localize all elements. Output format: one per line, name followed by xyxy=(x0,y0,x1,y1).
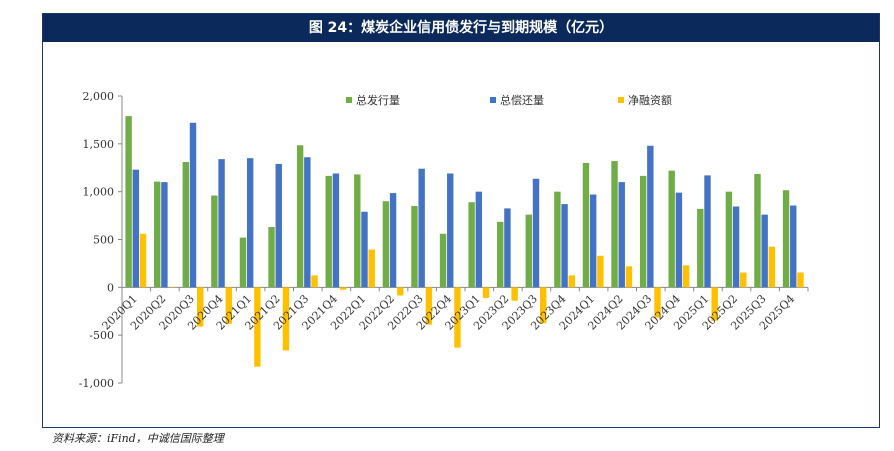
bar-总偿还量-2020Q1 xyxy=(132,169,140,288)
bar-总发行量-2023Q2 xyxy=(497,221,504,288)
bar-净融资额-2025Q3 xyxy=(768,246,776,288)
bar-净融资额-2024Q1 xyxy=(597,255,604,288)
bar-总偿还量-2024Q4 xyxy=(675,192,683,288)
y-tick-label: 0 xyxy=(107,281,114,294)
y-tick-label: -500 xyxy=(89,329,114,342)
bar-总发行量-2021Q4 xyxy=(325,175,332,288)
bar-净融资额-2021Q1 xyxy=(254,287,261,367)
chart-frame: 图 24：煤炭企业信用债发行与到期规模（亿元） xyxy=(42,13,880,428)
bar-总发行量-2023Q1 xyxy=(468,202,475,288)
bar-总发行量-2020Q4 xyxy=(211,195,218,288)
bar-总偿还量-2024Q2 xyxy=(618,182,625,288)
bar-净融资额-2022Q4 xyxy=(454,287,461,348)
legend-swatch xyxy=(346,97,352,103)
bar-总偿还量-2022Q2 xyxy=(389,193,397,288)
bar-总发行量-2021Q1 xyxy=(239,237,247,288)
bar-总发行量-2022Q4 xyxy=(439,233,447,288)
bar-总偿还量-2025Q4 xyxy=(790,205,797,288)
bar-总发行量-2020Q2 xyxy=(154,181,161,288)
bar-总发行量-2024Q3 xyxy=(639,175,647,288)
bar-净融资额-2020Q2 xyxy=(168,286,175,288)
bar-总发行量-2020Q3 xyxy=(182,162,189,288)
y-tick-label: 1,500 xyxy=(83,138,115,151)
bar-总偿还量-2022Q4 xyxy=(447,173,454,288)
bar-净融资额-2022Q3 xyxy=(425,287,433,325)
bar-总发行量-2020Q1 xyxy=(125,116,132,288)
legend-swatch xyxy=(618,97,624,103)
bar-净融资额-2024Q3 xyxy=(654,287,661,318)
bar-总发行量-2025Q2 xyxy=(725,191,733,288)
bar-总偿还量-2025Q1 xyxy=(704,175,711,288)
bar-总偿还量-2020Q3 xyxy=(189,122,197,288)
bar-净融资额-2023Q1 xyxy=(482,287,490,298)
bar-总偿还量-2022Q1 xyxy=(361,211,368,288)
bar-总偿还量-2020Q4 xyxy=(218,159,225,288)
bar-净融资额-2022Q1 xyxy=(368,249,375,288)
legend-swatch xyxy=(490,97,496,103)
bar-净融资额-2023Q2 xyxy=(511,287,518,301)
bar-净融资额-2020Q4 xyxy=(225,287,232,324)
bar-总发行量-2023Q4 xyxy=(554,191,561,288)
bar-总偿还量-2021Q3 xyxy=(304,157,311,288)
legend-label: 净融资额 xyxy=(628,93,672,107)
bar-净融资额-2021Q2 xyxy=(282,287,290,351)
bar-净融资额-2020Q1 xyxy=(139,233,147,288)
legend-label: 总发行量 xyxy=(356,93,400,107)
bar-总发行量-2024Q4 xyxy=(668,170,675,288)
bar-总偿还量-2021Q1 xyxy=(246,158,254,288)
y-tick-label: -1,000 xyxy=(79,377,114,390)
bar-净融资额-2021Q3 xyxy=(311,275,318,288)
bar-总发行量-2024Q1 xyxy=(582,162,590,288)
bar-净融资额-2024Q2 xyxy=(625,266,633,288)
bar-总发行量-2021Q3 xyxy=(296,145,304,288)
bar-总发行量-2021Q2 xyxy=(268,227,275,288)
bar-总偿还量-2023Q3 xyxy=(532,178,540,288)
bar-总发行量-2025Q4 xyxy=(782,190,790,288)
bar-总发行量-2025Q3 xyxy=(754,173,761,288)
bar-总偿还量-2024Q3 xyxy=(647,145,654,288)
bar-净融资额-2022Q2 xyxy=(397,287,404,296)
bar-总偿还量-2021Q4 xyxy=(332,173,340,288)
bar-总发行量-2024Q2 xyxy=(611,161,618,288)
bar-总偿还量-2021Q2 xyxy=(275,163,282,288)
bar-总偿还量-2025Q2 xyxy=(732,206,740,288)
bar-总偿还量-2020Q2 xyxy=(161,182,168,288)
bar-净融资额-2023Q4 xyxy=(568,275,575,288)
bar-总偿还量-2023Q4 xyxy=(561,204,568,288)
bar-净融资额-2024Q4 xyxy=(682,265,690,288)
bar-总发行量-2023Q3 xyxy=(525,214,532,288)
bar-净融资额-2021Q4 xyxy=(339,287,347,290)
bar-净融资额-2025Q1 xyxy=(711,287,718,321)
bar-总偿还量-2023Q1 xyxy=(475,191,483,288)
bar-净融资额-2025Q4 xyxy=(797,272,804,288)
legend-label: 总偿还量 xyxy=(500,93,544,107)
bar-总偿还量-2022Q3 xyxy=(418,168,425,288)
chart-title: 图 24：煤炭企业信用债发行与到期规模（亿元） xyxy=(43,14,879,42)
bar-总偿还量-2023Q2 xyxy=(504,208,511,288)
bar-净融资额-2025Q2 xyxy=(740,272,747,288)
source-note: 资料来源：iFind，中诚信国际整理 xyxy=(52,432,224,445)
bar-总发行量-2025Q1 xyxy=(697,208,704,288)
bar-总发行量-2022Q2 xyxy=(382,201,390,288)
bar-净融资额-2023Q3 xyxy=(539,287,547,324)
bar-净融资额-2020Q3 xyxy=(196,287,204,327)
y-tick-label: 2,000 xyxy=(83,90,115,103)
bar-总发行量-2022Q3 xyxy=(411,206,418,288)
bar-总偿还量-2025Q3 xyxy=(761,214,768,288)
y-tick-label: 500 xyxy=(93,234,114,247)
bar-总发行量-2022Q1 xyxy=(354,174,361,288)
bar-总偿还量-2024Q1 xyxy=(589,194,597,288)
y-tick-label: 1,000 xyxy=(83,186,115,199)
